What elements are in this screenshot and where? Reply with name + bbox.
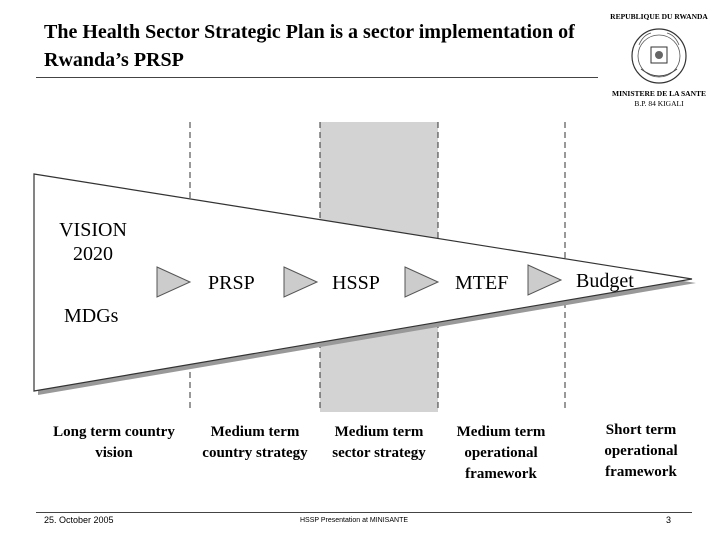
strategy-diagram — [33, 122, 696, 412]
footer-divider — [36, 512, 692, 513]
mtef-label: MTEF — [455, 272, 509, 294]
column-label-short-term-framework: Short term operational framework — [604, 422, 678, 480]
arrow-icon — [527, 264, 563, 296]
column-label-long-term-vision: Long term country vision — [53, 424, 175, 461]
hssp-label: HSSP — [332, 272, 380, 294]
planning-wedge — [33, 173, 693, 392]
title-divider — [36, 77, 598, 78]
ministry-seal: REPUBLIQUE DU RWANDA MINISTERE DE LA SAN… — [604, 8, 714, 112]
column-label-sector-strategy: Medium term sector strategy — [332, 424, 426, 461]
arrow-icon — [156, 266, 192, 298]
seal-country-text: REPUBLIQUE DU RWANDA — [610, 12, 708, 21]
column-label-country-strategy: Medium term country strategy — [202, 424, 308, 461]
seal-ministry-text: MINISTERE DE LA SANTE — [612, 89, 706, 98]
vision-label: VISION 2020 — [59, 219, 127, 265]
coat-of-arms-icon — [631, 28, 687, 84]
mdgs-label: MDGs — [64, 305, 119, 327]
prsp-label: PRSP — [208, 272, 255, 294]
seal-address-text: B.P. 84 KIGALI — [634, 99, 684, 108]
page-number: 3 — [666, 515, 672, 525]
footer-source: HSSP Presentation at MINISANTE — [300, 517, 409, 524]
slide-title: The Health Sector Strategic Plan is a se… — [44, 21, 575, 71]
column-label-operational-framework: Medium term operational framework — [456, 424, 546, 482]
footer-date: 25. October 2005 — [44, 515, 114, 525]
arrow-icon — [283, 266, 319, 298]
budget-label: Budget — [576, 270, 634, 292]
arrow-icon — [404, 266, 440, 298]
